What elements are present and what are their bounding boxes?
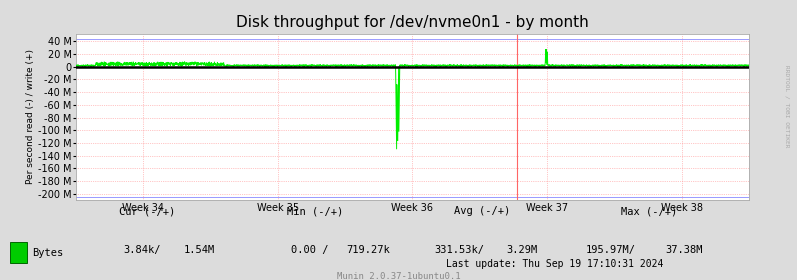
Text: Last update: Thu Sep 19 17:10:31 2024: Last update: Thu Sep 19 17:10:31 2024 xyxy=(446,259,664,269)
Text: RRDTOOL / TOBI OETIKER: RRDTOOL / TOBI OETIKER xyxy=(785,65,790,148)
Text: Bytes: Bytes xyxy=(32,248,63,258)
Y-axis label: Per second read (-) / write (+): Per second read (-) / write (+) xyxy=(26,49,35,185)
Text: 3.29M: 3.29M xyxy=(506,244,537,255)
Text: 37.38M: 37.38M xyxy=(665,244,703,255)
Text: 0.00 /: 0.00 / xyxy=(291,244,328,255)
Text: 3.84k/: 3.84k/ xyxy=(124,244,161,255)
Text: Cur (-/+): Cur (-/+) xyxy=(120,206,175,216)
Text: 331.53k/: 331.53k/ xyxy=(434,244,485,255)
Text: Avg (-/+): Avg (-/+) xyxy=(454,206,510,216)
Text: 719.27k: 719.27k xyxy=(347,244,391,255)
Text: Max (-/+): Max (-/+) xyxy=(622,206,677,216)
Title: Disk throughput for /dev/nvme0n1 - by month: Disk throughput for /dev/nvme0n1 - by mo… xyxy=(236,15,589,30)
Text: 195.97M/: 195.97M/ xyxy=(586,244,636,255)
Text: Munin 2.0.37-1ubuntu0.1: Munin 2.0.37-1ubuntu0.1 xyxy=(336,272,461,280)
Text: Min (-/+): Min (-/+) xyxy=(287,206,343,216)
Text: 1.54M: 1.54M xyxy=(183,244,214,255)
